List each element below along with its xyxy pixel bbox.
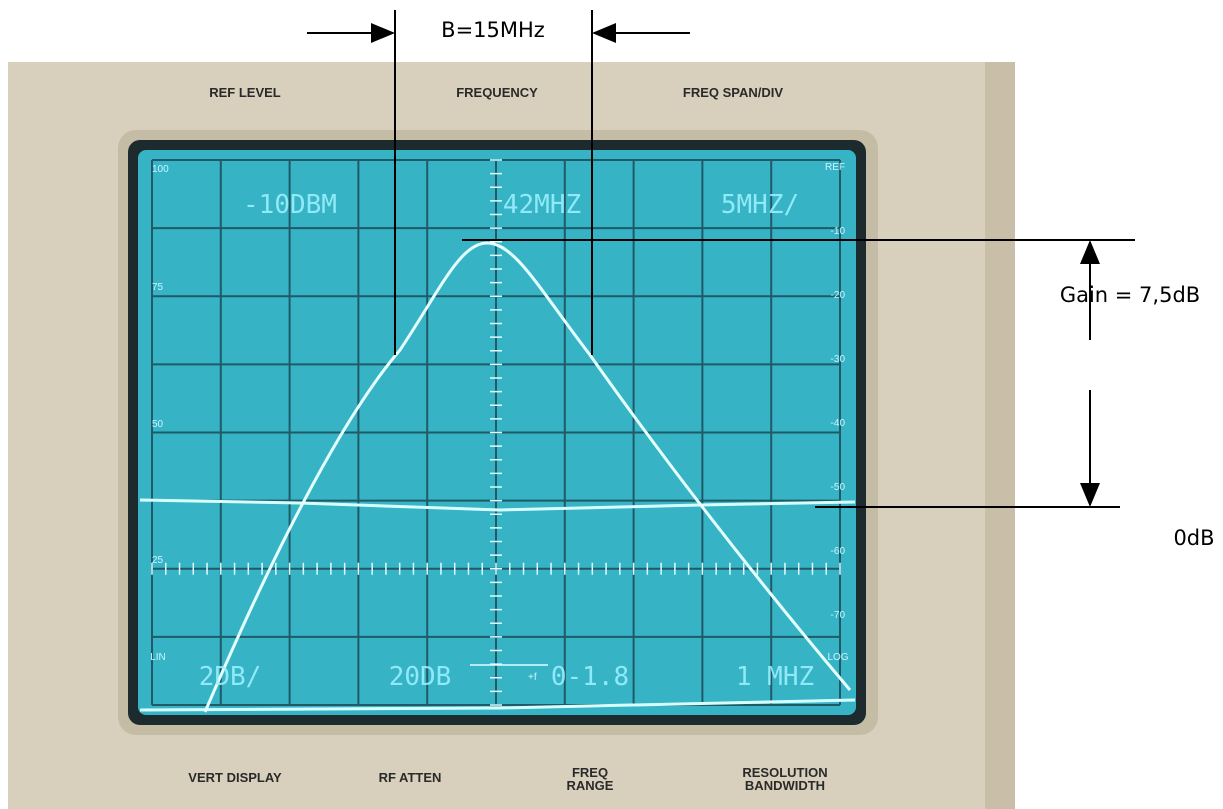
lin-label: LIN	[150, 652, 166, 663]
scale-label: -70	[831, 610, 846, 621]
panel-label: BANDWIDTH	[745, 778, 825, 793]
floor-trace	[139, 698, 856, 712]
bezel-edge	[985, 62, 1015, 809]
log-label: LOG	[827, 652, 848, 663]
scale-label: REF	[825, 162, 845, 173]
panel-label: REF LEVEL	[209, 85, 281, 100]
scale-label: -20	[831, 290, 846, 301]
scale-label: -10	[831, 226, 846, 237]
scale-label: -30	[831, 354, 846, 365]
panel-label: FREQ	[572, 765, 608, 780]
panel-label: RF ATTEN	[379, 770, 442, 785]
panel-label: RANGE	[567, 778, 614, 793]
scale-label: -60	[831, 546, 846, 557]
panel-label: FREQ SPAN/DIV	[683, 85, 783, 100]
readout: -10DBM	[243, 190, 337, 220]
readout: 20DB	[389, 662, 452, 692]
readout: 2DB/	[199, 662, 262, 692]
scale-label: -40	[831, 418, 846, 429]
readout: 1 MHZ	[736, 662, 814, 692]
baseline-trace	[139, 498, 856, 512]
readout: 5MHZ/	[721, 190, 799, 220]
panel-label: FREQUENCY	[456, 85, 538, 100]
readout: 42MHZ	[503, 190, 581, 220]
panel-label: VERT DISPLAY	[188, 770, 282, 785]
scale-label: 100	[152, 164, 169, 175]
freq-axis-label: +f	[528, 672, 537, 683]
gain-label: Gain = 7,5dB	[1060, 283, 1200, 307]
bandwidth-label: B=15MHz	[441, 18, 545, 42]
readout: 0-1.8	[551, 662, 629, 692]
panel-label: RESOLUTION	[742, 765, 827, 780]
scale-label: 25	[152, 555, 164, 566]
reference-label: 0dB	[1173, 526, 1214, 550]
response-trace	[203, 241, 852, 713]
scale-label: 50	[152, 419, 164, 430]
scale-label: 75	[152, 282, 164, 293]
scale-label: -50	[831, 482, 846, 493]
